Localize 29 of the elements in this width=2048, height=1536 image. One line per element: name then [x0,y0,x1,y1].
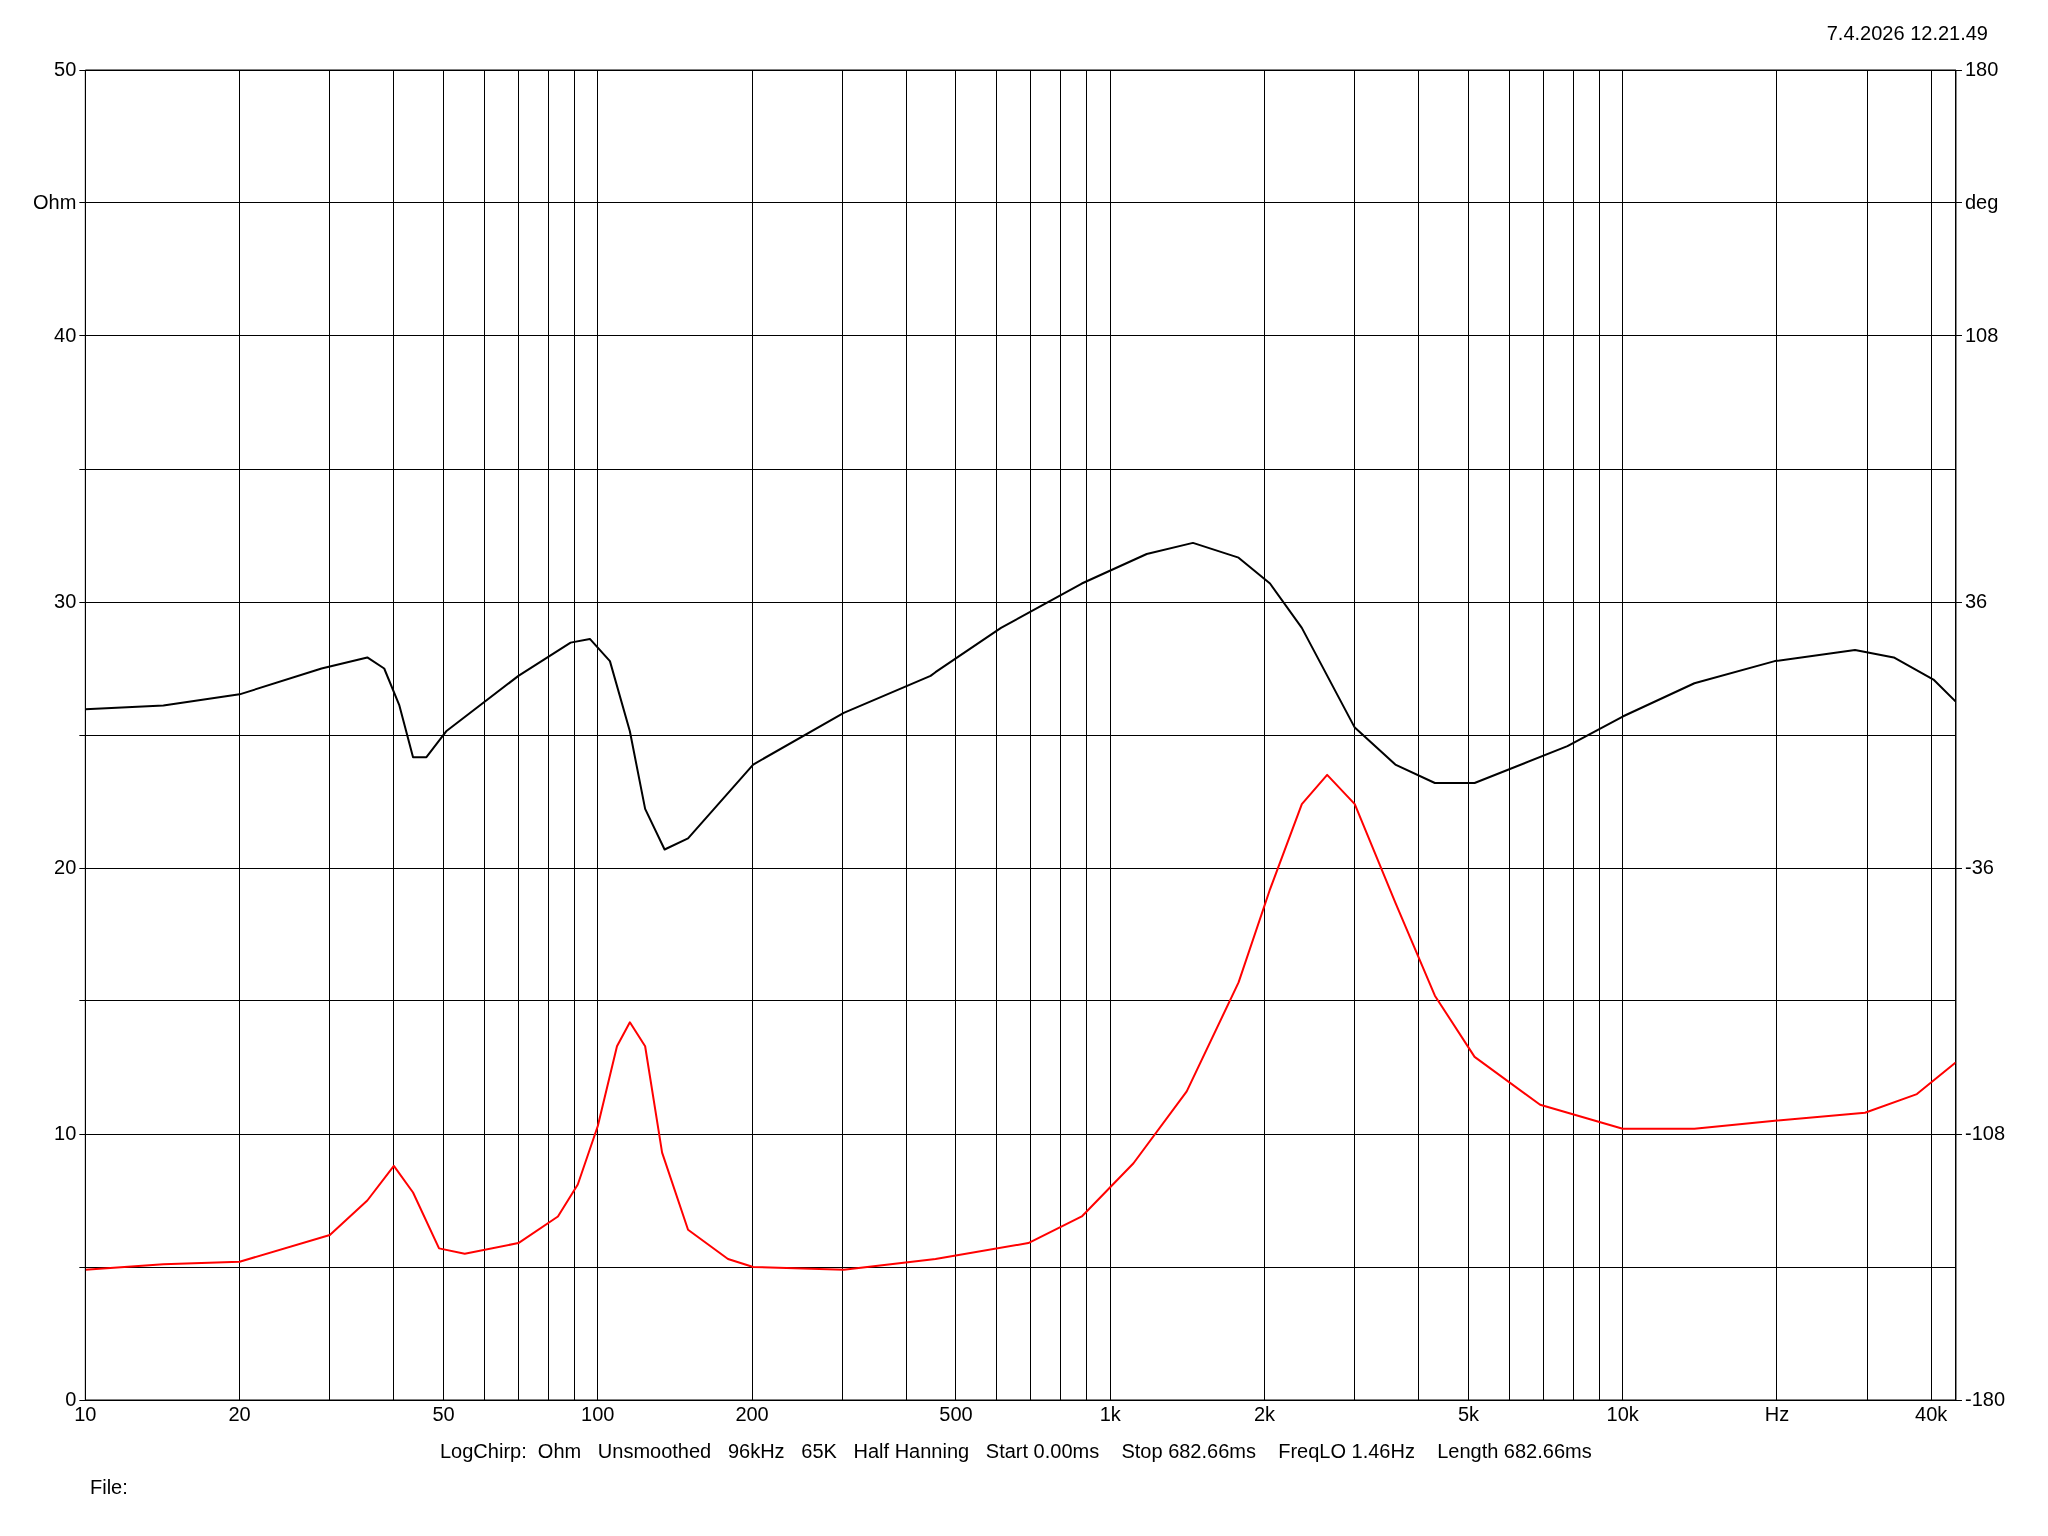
x-tick-label: 2k [1253,1402,1277,1425]
x-tick-label: 40k [1915,1402,1949,1425]
y2-tick-label: -180 [1964,1387,2005,1410]
y2-tick-label: 108 [1964,323,1999,346]
x-tick-label: 20 [228,1402,251,1425]
x-tick-label: 50 [432,1402,455,1425]
y2-tick-label: deg [1964,190,1999,213]
x-tick-label: 100 [581,1402,615,1425]
x-tick-label: 1k [1099,1402,1122,1425]
y2-tick-label: -36 [1964,855,1994,878]
y-tick-label: 10 [54,1121,77,1144]
y2-tick-label: 36 [1964,589,1988,612]
text: File: [90,1476,128,1499]
x-tick-label: 200 [735,1402,769,1425]
y-tick-label: 50 [54,57,77,80]
y-tick-label: Ohm [33,190,77,213]
text: LogChirp: Ohm Unsmoothed 96kHz 65K Half Hanning Start 0.00ms Stop 682.66ms FreqLO 1.46Hz Length 682.66ms [440,1440,1592,1463]
y-tick-label: 40 [54,323,77,346]
x-tick-label: 10 [74,1402,97,1425]
x-tick-label: 500 [939,1402,973,1425]
y-tick-label: 30 [54,589,77,612]
x-tick-label: 10k [1606,1402,1640,1425]
y2-tick-label: 180 [1964,57,1999,80]
text: 7.4.2026 12.21.49 [1826,22,1988,45]
y2-tick-label: -108 [1964,1121,2005,1144]
x-tick-label: Hz [1764,1402,1790,1425]
y-tick-label: 20 [54,855,77,878]
x-tick-label: 5k [1457,1402,1481,1425]
y-tick-label: 0 [65,1387,77,1410]
